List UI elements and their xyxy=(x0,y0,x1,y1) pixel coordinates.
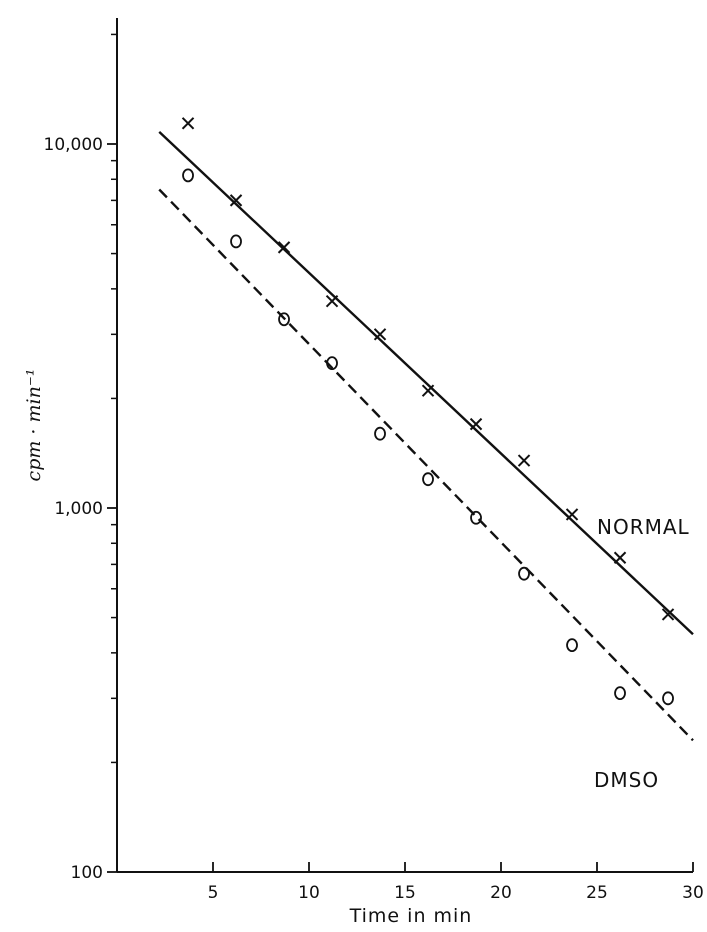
normal-point xyxy=(373,328,387,341)
dmso-point xyxy=(518,566,530,581)
dmso-point xyxy=(374,426,386,441)
x-tick-label: 5 xyxy=(208,883,219,903)
x-tick-label: 25 xyxy=(586,883,608,903)
normal-series-label: NORMAL xyxy=(597,515,690,539)
dmso-point xyxy=(230,234,242,249)
normal-fit-line xyxy=(158,130,694,636)
normal-point xyxy=(421,384,435,397)
labels: NORMAL DMSO xyxy=(594,515,690,792)
y-axis-label: cpm · min⁻¹ xyxy=(23,369,45,482)
x-tick-label: 15 xyxy=(394,883,416,903)
dmso-point xyxy=(326,356,338,371)
normal-point xyxy=(661,608,675,621)
dmso-point xyxy=(662,691,674,706)
x-tick-label: 30 xyxy=(682,883,704,903)
x-axis-label: Time in min xyxy=(349,905,473,927)
x-tick-label: 10 xyxy=(298,883,320,903)
dmso-point xyxy=(566,638,578,653)
x-tick-label: 20 xyxy=(490,883,512,903)
dmso-point xyxy=(614,686,626,701)
normal-point xyxy=(277,241,291,254)
normal-point xyxy=(181,117,195,130)
dmso-point xyxy=(182,168,194,183)
normal-point xyxy=(517,454,531,467)
dmso-series-label: DMSO xyxy=(594,768,659,792)
normal-point xyxy=(613,551,627,564)
y-tick-label: 100 xyxy=(71,863,103,883)
y-tick-label: 10,000 xyxy=(44,135,103,155)
normal-point xyxy=(565,508,579,521)
data-points xyxy=(181,117,675,706)
fit-lines xyxy=(158,130,694,742)
normal-point xyxy=(229,194,243,207)
dmso-fit-line xyxy=(158,188,694,742)
dmso-point xyxy=(278,312,290,327)
dmso-point xyxy=(422,472,434,487)
y-tick-label: 1,000 xyxy=(54,499,103,519)
normal-point xyxy=(325,294,339,308)
dmso-point xyxy=(470,510,482,525)
normal-point xyxy=(469,417,483,431)
